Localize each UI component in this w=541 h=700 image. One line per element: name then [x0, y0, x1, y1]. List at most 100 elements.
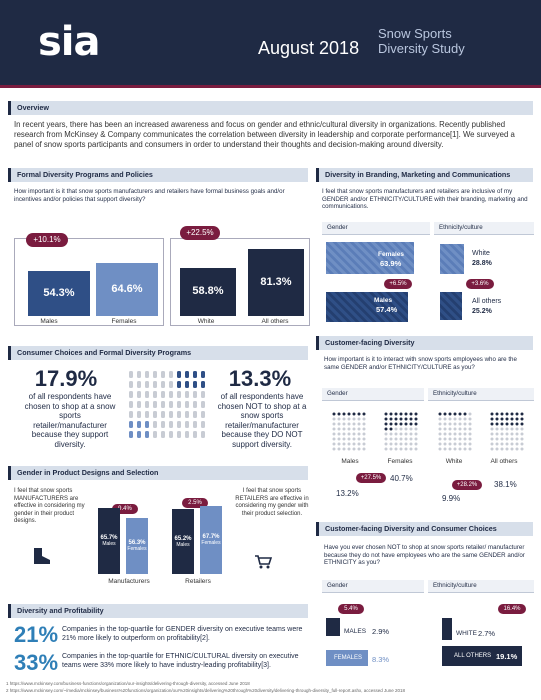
- dot: [389, 432, 393, 436]
- choices-others-label: ALL OTHERS: [454, 653, 492, 659]
- dot: [384, 437, 388, 441]
- formal-question: How important is it that snow sports man…: [14, 188, 285, 203]
- dot: [389, 412, 393, 416]
- person-icon: [137, 381, 141, 388]
- manufacturers-pill: 9.4%: [112, 504, 138, 514]
- dot: [414, 412, 418, 416]
- dot: [352, 447, 356, 451]
- dot: [495, 417, 499, 421]
- dot: [505, 417, 509, 421]
- dot: [332, 412, 336, 416]
- dot: [332, 417, 336, 421]
- person-icon: [201, 391, 205, 398]
- formal-heading: Formal Diversity Programs and Policies: [8, 168, 308, 182]
- males-label: Males: [374, 297, 393, 304]
- dot: [500, 447, 504, 451]
- dot: [500, 427, 504, 431]
- person-icon: [129, 391, 133, 398]
- facing-label-white: White: [445, 458, 463, 465]
- dot: [332, 437, 336, 441]
- dot: [347, 442, 351, 446]
- dot: [362, 447, 366, 451]
- dot: [500, 437, 504, 441]
- dot: [399, 437, 403, 441]
- dot: [463, 447, 467, 451]
- dot: [409, 432, 413, 436]
- bar-sub: Females: [201, 540, 221, 546]
- label-males: Males: [40, 318, 58, 325]
- branding-gender-head: Gender: [322, 222, 430, 235]
- person-icon: [161, 421, 165, 428]
- dot: [490, 422, 494, 426]
- dot: [409, 427, 413, 431]
- person-icon: [169, 411, 173, 418]
- dot: [495, 427, 499, 431]
- dot: [332, 422, 336, 426]
- dot: [453, 422, 457, 426]
- dot: [409, 417, 413, 421]
- dot: [438, 442, 442, 446]
- dot: [463, 412, 467, 416]
- dot: [384, 422, 388, 426]
- facing-label-others: All others: [490, 458, 518, 465]
- choices-gender-head: Gender: [322, 580, 424, 593]
- dot: [448, 422, 452, 426]
- dot: [342, 422, 346, 426]
- dot: [404, 427, 408, 431]
- facing-males-value: 13.2%: [336, 489, 359, 498]
- dot: [453, 437, 457, 441]
- bar-sub: Males: [102, 541, 116, 547]
- person-icon: [129, 401, 133, 408]
- dot: [409, 412, 413, 416]
- dot: [362, 437, 366, 441]
- overview-text: In recent years, there has been an incre…: [14, 120, 515, 150]
- dot: [468, 422, 472, 426]
- person-icon: [193, 411, 197, 418]
- females-value: 63.9%: [380, 259, 402, 268]
- dot: [357, 417, 361, 421]
- person-icon: [185, 401, 189, 408]
- dot: [347, 417, 351, 421]
- dot: [332, 427, 336, 431]
- dot: [357, 422, 361, 426]
- dot: [414, 417, 418, 421]
- dot: [515, 437, 519, 441]
- dot: [399, 447, 403, 451]
- person-icon: [177, 421, 181, 428]
- dot: [394, 442, 398, 446]
- dot: [404, 412, 408, 416]
- person-icon: [145, 381, 149, 388]
- label-all-others: All others: [261, 318, 289, 325]
- people-icon-grid: [129, 371, 205, 438]
- person-icon: [153, 391, 157, 398]
- person-icon: [161, 381, 165, 388]
- dot: [443, 427, 447, 431]
- person-icon: [193, 401, 197, 408]
- dot: [520, 427, 524, 431]
- profit-pct-1: 21%: [14, 622, 59, 647]
- dot: [352, 442, 356, 446]
- person-icon: [129, 431, 133, 438]
- person-icon: [177, 371, 181, 378]
- dot: [515, 432, 519, 436]
- choices-females-value: 8.3%: [372, 655, 390, 664]
- dot: [399, 427, 403, 431]
- person-icon: [153, 371, 157, 378]
- facing-white-value: 9.9%: [442, 494, 461, 503]
- facing-ethnic-pill: +28.2%: [452, 480, 482, 490]
- dot: [357, 412, 361, 416]
- dot: [394, 447, 398, 451]
- label-white: White: [197, 318, 215, 325]
- person-icon: [137, 401, 141, 408]
- dot: [448, 432, 452, 436]
- dot: [443, 432, 447, 436]
- dot: [443, 442, 447, 446]
- person-icon: [201, 411, 205, 418]
- dot: [448, 442, 452, 446]
- choices-white-value: 2.7%: [478, 629, 496, 638]
- dot: [389, 437, 393, 441]
- person-icon: [153, 411, 157, 418]
- dot: [515, 422, 519, 426]
- dot: [362, 432, 366, 436]
- dot: [362, 422, 366, 426]
